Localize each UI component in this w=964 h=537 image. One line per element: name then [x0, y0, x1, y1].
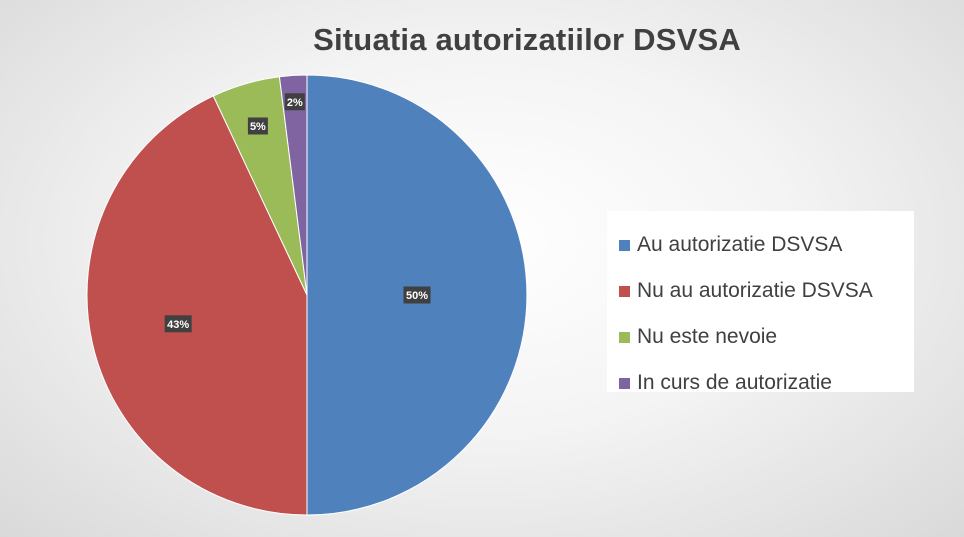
legend-item-nu-este-nevoie: Nu este nevoie [607, 314, 914, 360]
legend-swatch [619, 377, 630, 389]
data-label: 43% [164, 315, 192, 333]
pie-slice [278, 74, 308, 296]
data-label-box [284, 93, 305, 111]
legend-label: In curs de autorizatie [637, 371, 832, 394]
data-label-box [164, 315, 192, 333]
legend-label: Nu au autorizatie DSVSA [637, 279, 873, 302]
legend-item-in-curs: In curs de autorizatie [607, 360, 914, 406]
data-label-text: 5% [250, 121, 266, 133]
data-label-text: 50% [406, 290, 428, 302]
legend: Au autorizatie DSVSA Nu au autorizatie D… [607, 211, 914, 394]
legend-item-au-autorizatie: Au autorizatie DSVSA [607, 222, 914, 268]
data-label-box [403, 286, 431, 304]
pie-slice [86, 95, 308, 516]
chart-title: Situatia autorizatiilor DSVSA [313, 22, 741, 57]
data-label: 2% [284, 93, 305, 111]
data-label-text: 43% [167, 319, 189, 331]
data-label: 50% [403, 286, 431, 304]
legend-item-nu-au-autorizatie: Nu au autorizatie DSVSA [607, 268, 914, 314]
data-label-text: 2% [287, 97, 303, 109]
data-label-box [247, 117, 268, 135]
data-label: 5% [247, 117, 268, 135]
legend-label: Au autorizatie DSVSA [637, 233, 843, 256]
legend-label: Nu este nevoie [637, 325, 778, 348]
legend-swatch [619, 285, 630, 297]
legend-swatch [619, 331, 630, 343]
legend-swatch [619, 239, 630, 251]
